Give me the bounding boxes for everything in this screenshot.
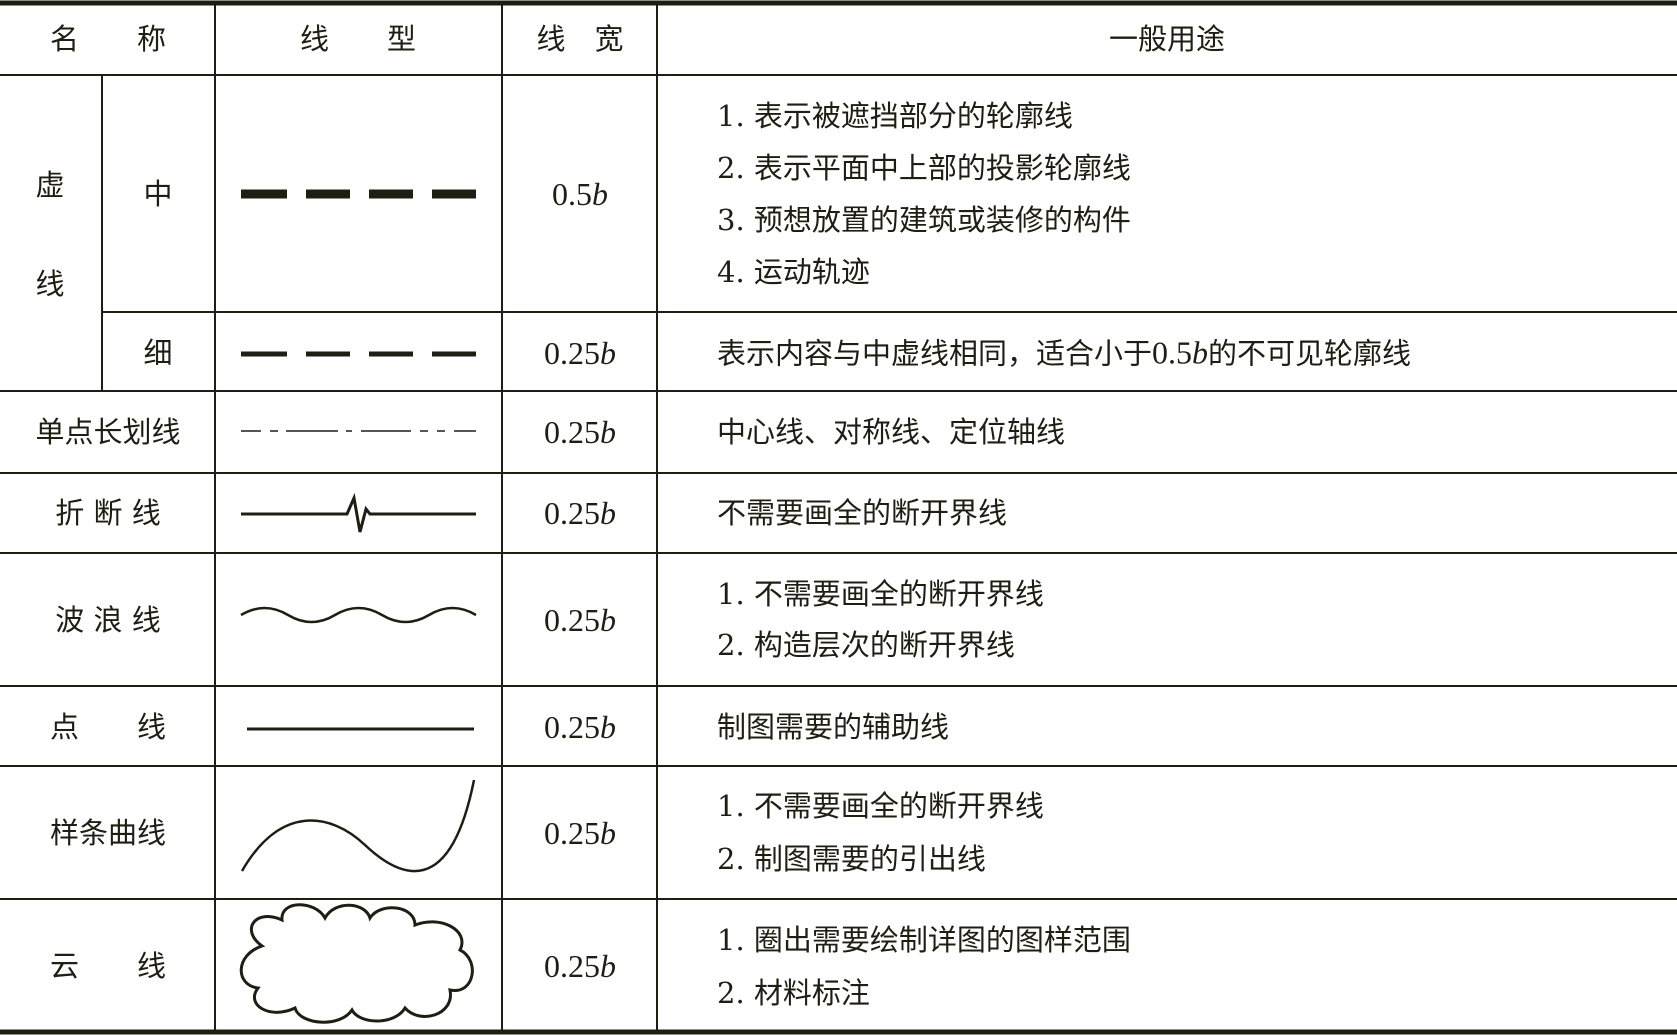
usage-line: 2. 材料标注 — [717, 976, 870, 1010]
usage-line: 1. 不需要画全的断开界线 — [717, 577, 1044, 611]
row-width: 0.25b — [544, 335, 616, 371]
row-name: 点 线 — [49, 710, 167, 744]
usage-line: 1. 不需要画全的断开界线 — [717, 789, 1044, 823]
usage-line: 制图需要的辅助线 — [717, 710, 950, 744]
row-width: 0.25b — [544, 495, 616, 531]
header-name: 名 称 — [49, 22, 167, 56]
break-line-sample — [241, 492, 476, 533]
row-name: 细 — [143, 336, 173, 370]
group-label-char: 线 — [35, 267, 65, 301]
usage-line: 3. 预想放置的建筑或装修的构件 — [717, 203, 1131, 237]
row-name: 折 断 线 — [55, 496, 161, 530]
usage-line: 2. 构造层次的断开界线 — [717, 628, 1015, 662]
spline-line-sample — [240, 779, 476, 873]
usage-line: 不需要画全的断开界线 — [717, 496, 1008, 530]
row-width: 0.5b — [552, 176, 608, 212]
header-line-type: 线 型 — [299, 22, 417, 56]
row-width: 0.25b — [544, 709, 616, 745]
usage-line: 4. 运动轨迹 — [717, 255, 870, 289]
usage-line: 2. 表示平面中上部的投影轮廓线 — [717, 151, 1131, 185]
group-label-char: 虚 — [35, 168, 65, 202]
row-width: 0.25b — [544, 414, 616, 450]
wave-line-sample — [240, 606, 477, 624]
row-name: 样条曲线 — [49, 816, 167, 850]
row-name: 中 — [143, 177, 173, 211]
row-name: 单点长划线 — [35, 415, 181, 449]
row-name: 波 浪 线 — [55, 603, 161, 637]
row-name: 云 线 — [49, 949, 167, 983]
header-line-width: 线 宽 — [536, 22, 624, 56]
usage-line: 1. 圈出需要绘制详图的图样范围 — [717, 923, 1131, 957]
usage-line: 中心线、对称线、定位轴线 — [717, 415, 1066, 449]
usage-line: 1. 表示被遮挡部分的轮廓线 — [717, 99, 1073, 133]
row-width: 0.25b — [544, 602, 616, 638]
cloud-line-sample — [239, 903, 474, 1024]
row-width: 0.25b — [544, 815, 616, 851]
usage-line: 2. 制图需要的引出线 — [717, 842, 986, 876]
usage-line: 表示内容与中虚线相同，适合小于0.5b的不可见轮廓线 — [717, 334, 1412, 371]
row-width: 0.25b — [544, 948, 616, 984]
header-usage: 一般用途 — [1108, 22, 1226, 56]
